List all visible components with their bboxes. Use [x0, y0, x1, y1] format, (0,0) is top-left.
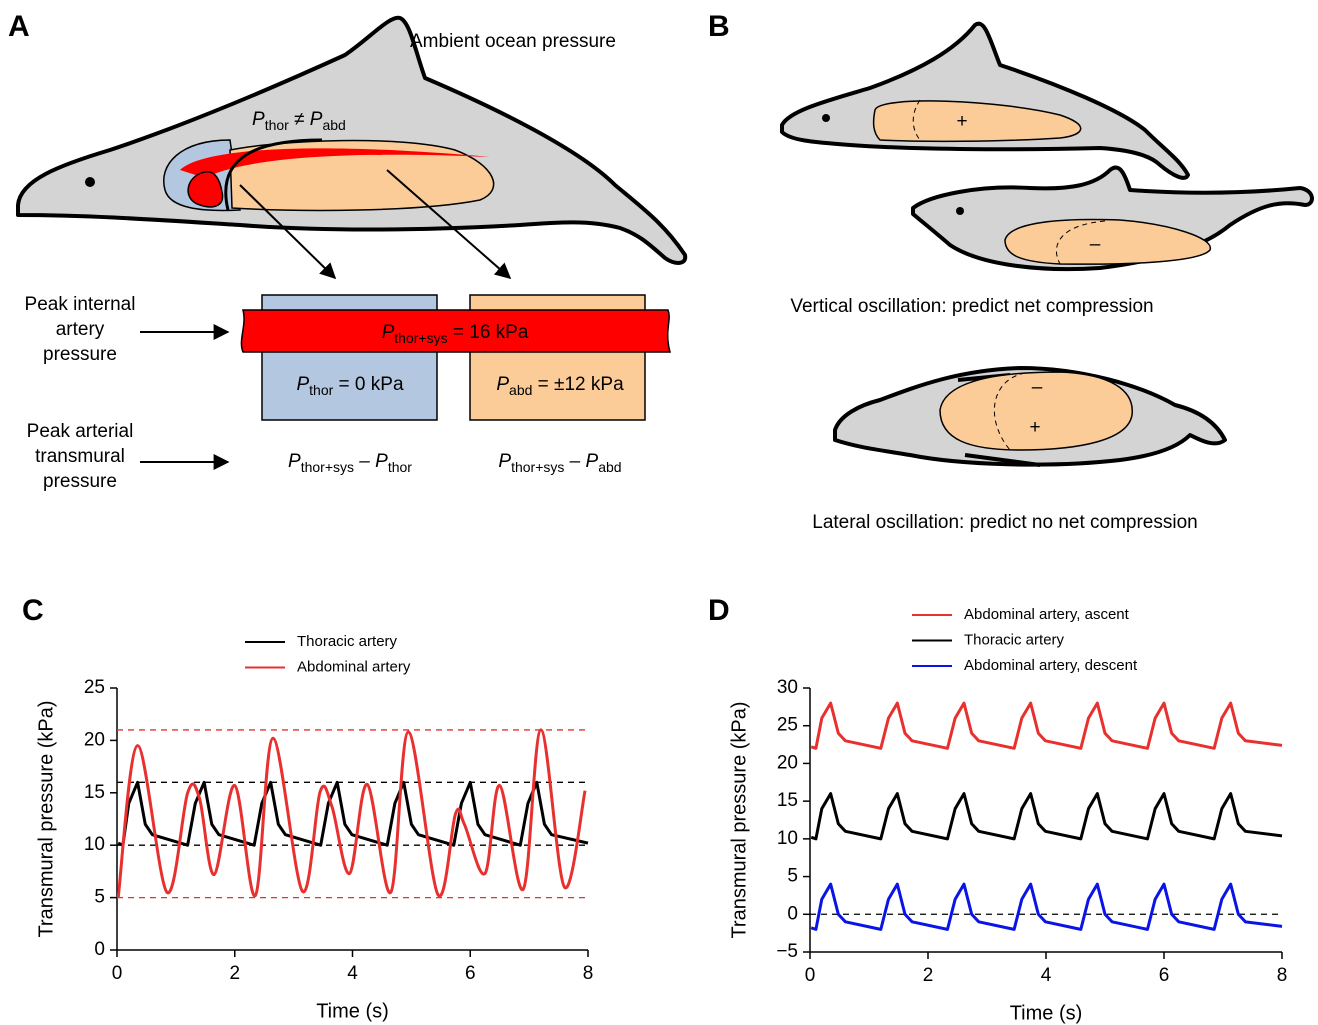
text-part: – P: [564, 451, 598, 472]
x-tick-label: 6: [465, 963, 476, 984]
y-tick-label: 10: [84, 834, 105, 855]
text-part: ≠ P: [289, 109, 323, 130]
annotation: Ambient ocean pressure: [410, 31, 616, 52]
text-part: P: [296, 374, 309, 395]
subscript: thor: [388, 459, 412, 475]
text-line: Peak internal: [25, 294, 136, 315]
sign: –: [1032, 377, 1043, 398]
text-part: = 0 kPa: [333, 374, 404, 395]
subscript: thor+sys: [511, 459, 564, 475]
y-tick-label: 0: [94, 939, 105, 960]
subscript: abd: [598, 459, 621, 475]
y-tick-label: 15: [84, 782, 105, 803]
annotation: Peak internal artery pressure: [25, 294, 136, 365]
subscript: abd: [322, 117, 345, 133]
caption: Vertical oscillation: predict net compre…: [790, 296, 1153, 317]
text-part: – P: [354, 451, 388, 472]
text-part: = 16 kPa: [448, 322, 529, 343]
y-tick-label: 10: [777, 828, 798, 849]
dolphin: [782, 24, 1188, 178]
x-tick-label: 6: [1159, 965, 1170, 986]
x-axis-label: Time (s): [316, 1000, 389, 1022]
sign: +: [956, 111, 967, 132]
panel-label: C: [22, 594, 44, 627]
text-line: pressure: [43, 471, 117, 492]
sign: –: [1090, 234, 1101, 255]
series-line: [811, 794, 1282, 839]
legend-label: Abdominal artery, descent: [964, 657, 1138, 674]
series-line: [811, 884, 1282, 929]
panel-a-drawing: [18, 18, 685, 462]
series-line: [118, 730, 585, 898]
y-tick-label: 20: [84, 729, 105, 750]
x-axis-label: Time (s): [1010, 1002, 1083, 1024]
x-tick-label: 0: [805, 965, 816, 986]
panel-b-drawing: [782, 24, 1312, 465]
y-tick-label: 25: [84, 677, 105, 698]
x-tick-label: 2: [229, 963, 240, 984]
text-line: pressure: [43, 344, 117, 365]
caption: Lateral oscillation: predict no net comp…: [812, 512, 1197, 533]
x-tick-label: 0: [112, 963, 123, 984]
x-tick-label: 4: [347, 963, 358, 984]
panel-label: A: [8, 10, 30, 43]
legend-label: Abdominal artery, ascent: [964, 606, 1130, 623]
x-tick-label: 2: [923, 965, 934, 986]
subscript: thor: [309, 382, 333, 398]
y-tick-label: 5: [787, 866, 798, 887]
text-line: artery: [56, 319, 105, 340]
sign: +: [1029, 417, 1040, 438]
y-tick-label: 0: [787, 903, 798, 924]
y-tick-label: 25: [777, 715, 798, 736]
x-tick-label: 8: [583, 963, 594, 984]
y-tick-label: 20: [777, 752, 798, 773]
x-tick-label: 8: [1277, 965, 1288, 986]
subscript: thor+sys: [301, 459, 354, 475]
figure: A Ambient ocean pressure Pthor ≠ Pabd Pt…: [0, 0, 1318, 1025]
subscript: abd: [509, 382, 532, 398]
y-tick-label: 15: [777, 790, 798, 811]
panel-label: B: [708, 10, 730, 43]
text-part: P: [288, 451, 301, 472]
text-part: P: [496, 374, 509, 395]
y-tick-label: 5: [94, 887, 105, 908]
eye: [85, 177, 95, 187]
y-tick-label: 30: [777, 677, 798, 698]
annotation: Peak arterial transmural pressure: [27, 421, 134, 492]
panel-label: D: [708, 594, 730, 627]
subscript: thor+sys: [394, 330, 447, 346]
text-part: P: [382, 322, 395, 343]
text-line: transmural: [35, 446, 125, 467]
annotation: Pthor+sys – Pabd: [498, 451, 621, 475]
text-part: = ±12 kPa: [532, 374, 624, 395]
x-tick-label: 4: [1041, 965, 1052, 986]
y-axis-label: Transmural pressure (kPa): [35, 700, 57, 937]
legend-label: Thoracic artery: [297, 633, 398, 650]
subscript: thor: [265, 117, 289, 133]
legend-label: Thoracic artery: [964, 631, 1065, 648]
eye: [822, 114, 830, 122]
text-line: Peak arterial: [27, 421, 134, 442]
y-axis-label: Transmural pressure (kPa): [728, 701, 750, 938]
text-part: P: [252, 109, 265, 130]
series-line: [811, 703, 1282, 748]
annotation: Pthor+sys – Pthor: [288, 451, 412, 475]
text-part: P: [498, 451, 511, 472]
legend-label: Abdominal artery: [297, 658, 411, 675]
y-tick-label: −5: [776, 941, 798, 962]
eye: [956, 207, 964, 215]
